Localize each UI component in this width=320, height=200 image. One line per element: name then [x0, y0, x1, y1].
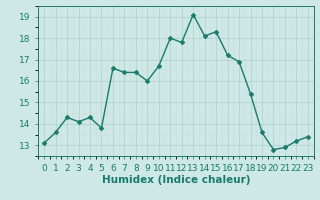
X-axis label: Humidex (Indice chaleur): Humidex (Indice chaleur): [102, 175, 250, 185]
